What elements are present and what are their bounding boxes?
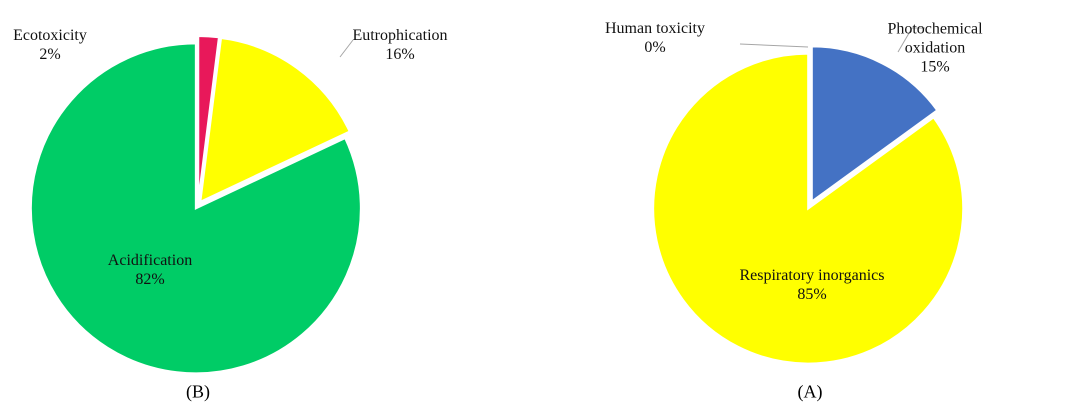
pie-slice [197,35,221,202]
leader-line [739,43,809,48]
leader-line [339,39,354,58]
caption: (B) [186,381,210,402]
pie-slice [810,45,939,204]
category-name: Acidification [107,252,193,269]
value-label: 2% [39,46,61,63]
value-label: 15% [920,58,950,76]
data-label: Ecotoxicity 2% [5,26,95,64]
caption: (A) [797,381,823,402]
value-label: 16% [385,46,415,63]
pie-slice [199,36,351,204]
leader-line [897,27,925,53]
value-label: 82% [135,271,165,288]
category-name: Human toxicity [605,20,705,37]
category-name: Ecotoxicity [13,27,87,44]
pie-slice [652,52,965,365]
category-name: Eutrophication [352,27,448,44]
category-name: Photochemical oxidation [887,20,983,57]
data-label: Human toxicity 0% [590,19,720,57]
data-label: Acidification 82% [85,251,215,289]
value-label: 85% [797,286,827,303]
value-label: 0% [644,39,666,56]
data-label: Eutrophication 16% [335,26,465,64]
data-label: Photochemical oxidation 15% [880,20,990,77]
category-name: Respiratory inorganics [739,267,885,284]
pie-slice [29,42,362,375]
data-label: Respiratory inorganics 85% [712,266,912,304]
